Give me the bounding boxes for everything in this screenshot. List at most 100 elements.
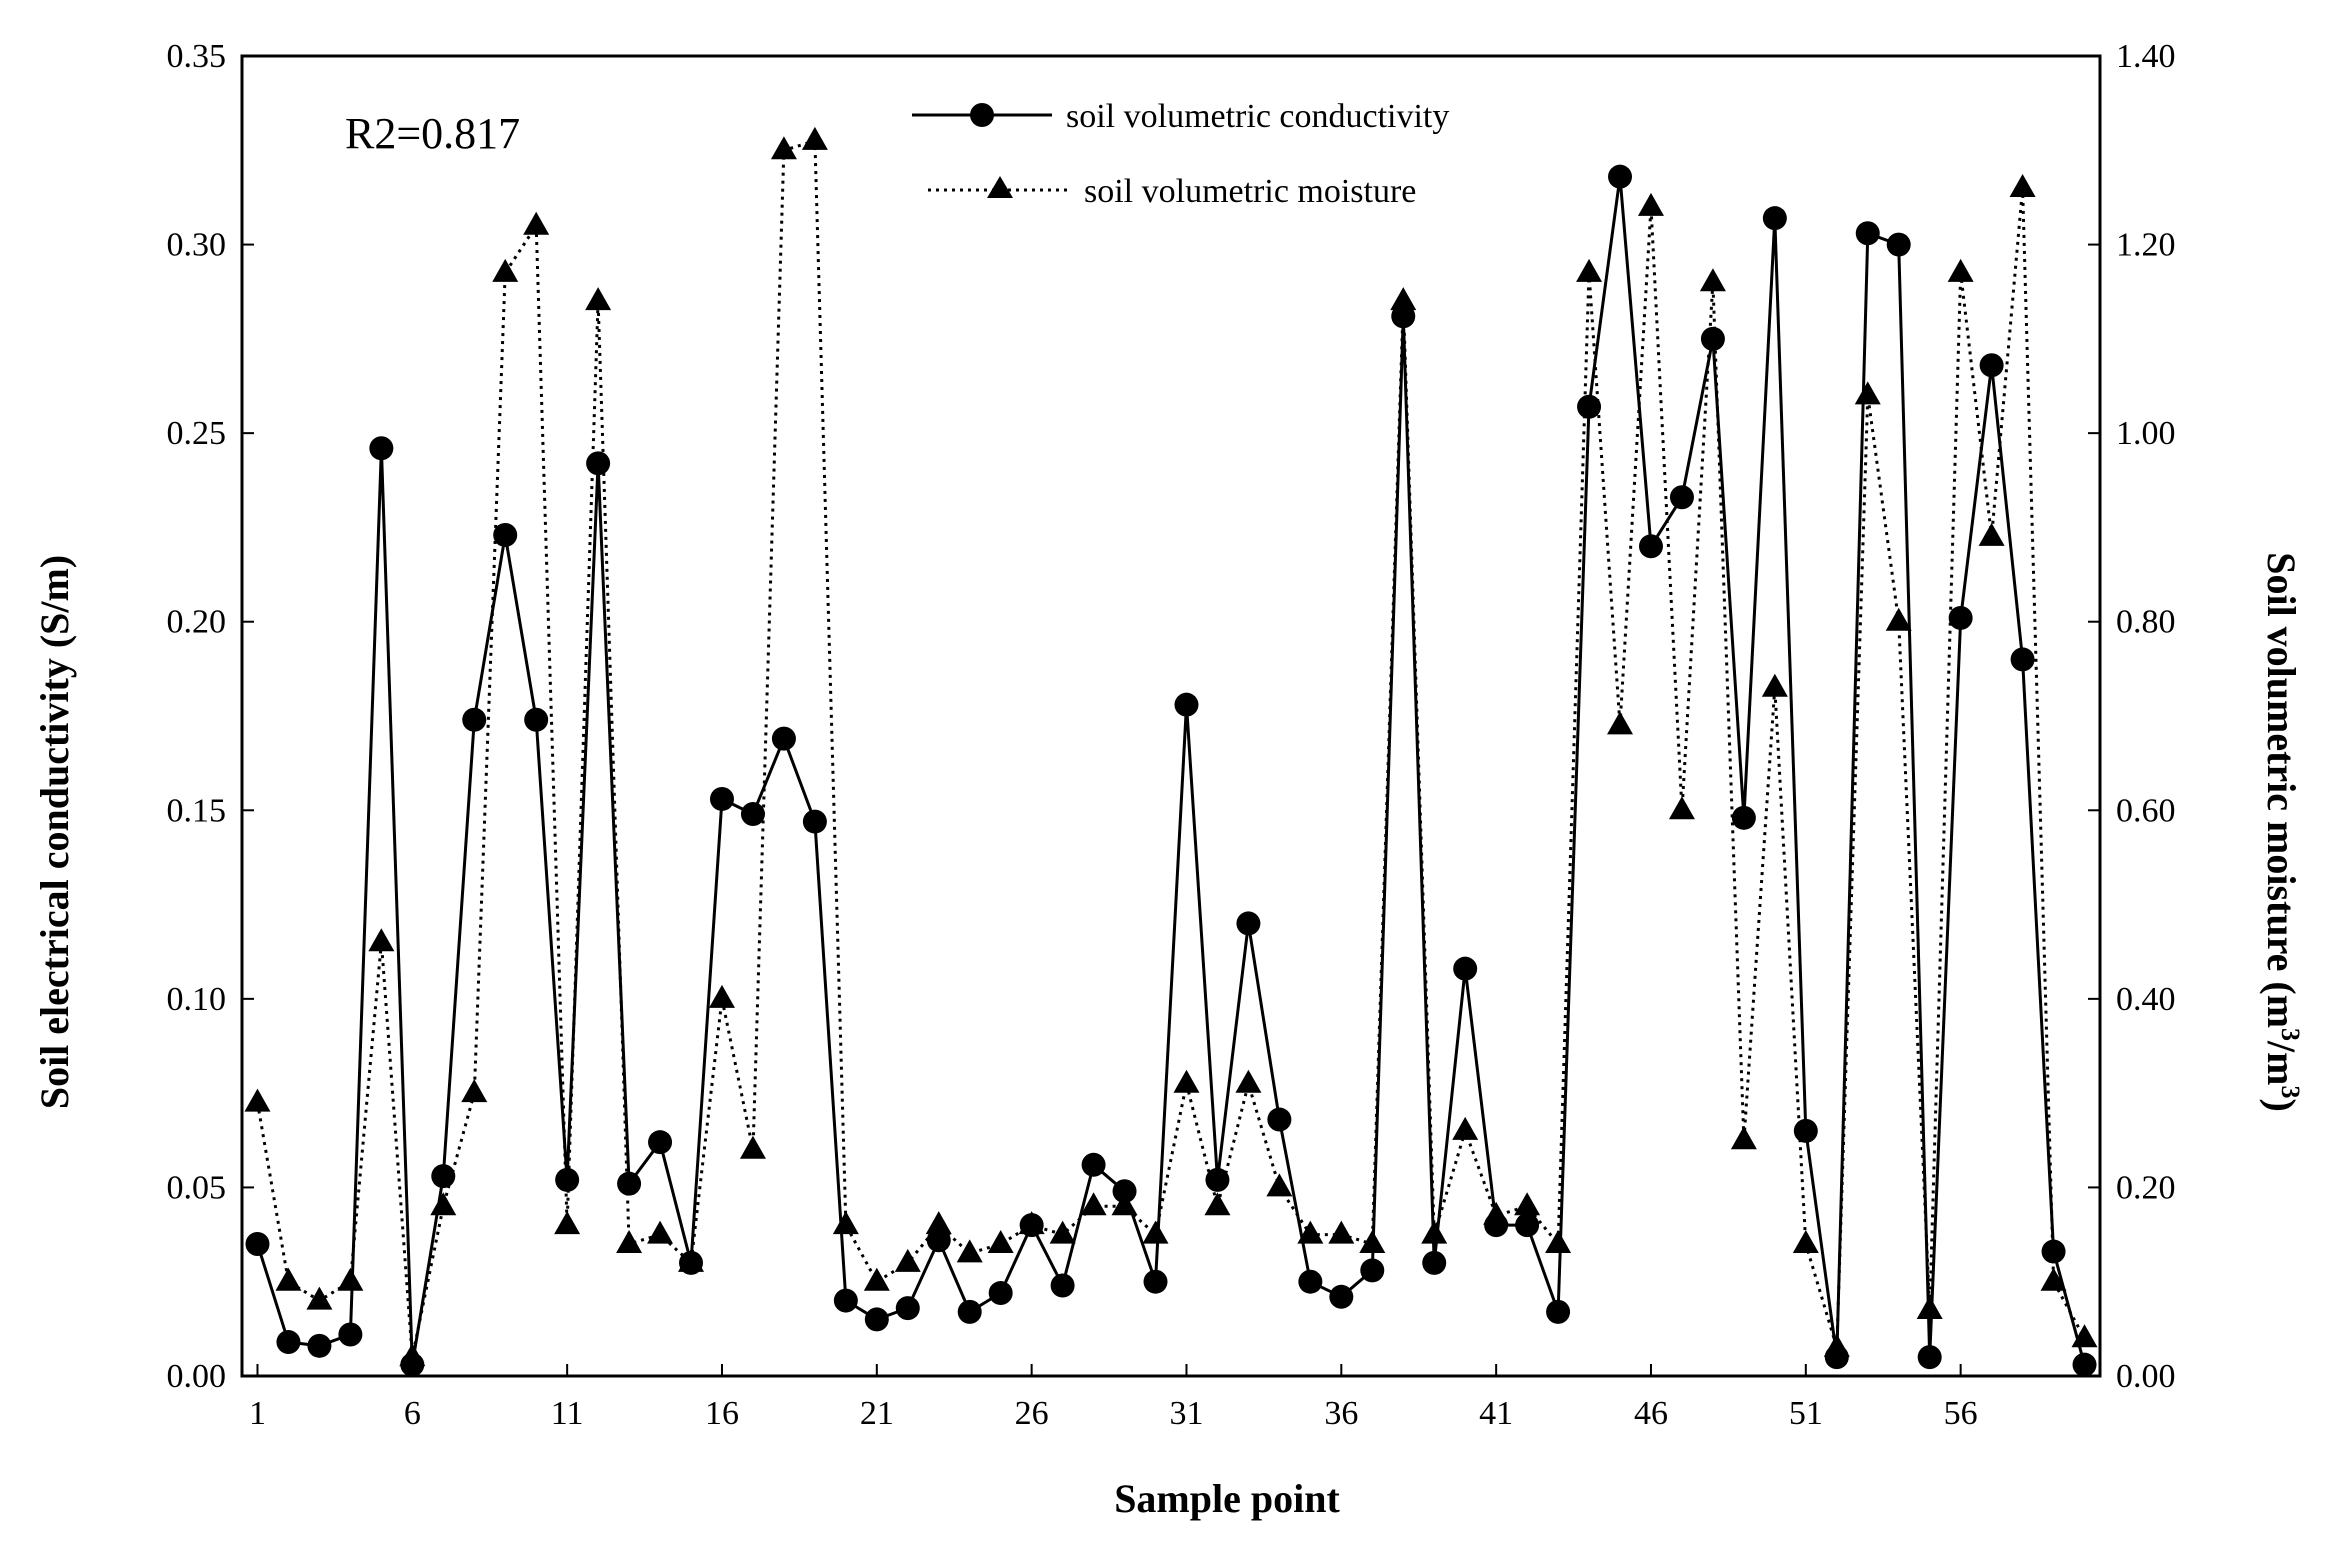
moisture-point — [987, 1230, 1014, 1253]
conductivity-point — [1360, 1258, 1385, 1283]
moisture-point — [554, 1211, 581, 1235]
conductivity-point — [1608, 164, 1633, 189]
conductivity-point — [369, 436, 394, 461]
conductivity-point — [1422, 1250, 1447, 1275]
moisture-point — [1545, 1230, 1572, 1253]
conductivity-point — [462, 707, 487, 732]
moisture-point — [708, 984, 735, 1008]
conductivity-point — [245, 1232, 270, 1256]
moisture-point — [492, 258, 519, 282]
moisture-point — [1421, 1220, 1448, 1244]
conductivity-point — [1143, 1269, 1168, 1294]
y-right-tick-label: 1.20 — [2116, 227, 2176, 264]
y-right-title-part-2: /m — [2259, 1040, 2304, 1085]
moisture-point — [1730, 1126, 1757, 1150]
moisture-point — [2009, 174, 2036, 197]
conductivity-point — [1669, 485, 1694, 510]
moisture-point — [1266, 1173, 1293, 1197]
moisture-point — [275, 1267, 302, 1291]
conductivity-point — [740, 802, 765, 827]
moisture-point — [925, 1211, 952, 1235]
moisture-point — [1297, 1220, 1324, 1244]
moisture-point — [1576, 258, 1603, 282]
conductivity-point — [1855, 221, 1880, 246]
conductivity-point — [988, 1281, 1013, 1306]
x-tick-label: 46 — [1634, 1395, 1668, 1432]
x-tick-label: 31 — [1169, 1395, 1203, 1432]
conductivity-point — [1453, 956, 1478, 981]
plot-area-border — [240, 54, 2102, 1378]
x-tick-label: 21 — [860, 1395, 894, 1432]
y-left-tick-label: 0.05 — [167, 1169, 227, 1206]
series-layer — [244, 126, 2098, 1377]
conductivity-point — [802, 809, 827, 834]
conductivity-point — [1762, 206, 1787, 231]
conductivity-point — [1700, 326, 1725, 351]
conductivity-point — [1112, 1179, 1137, 1204]
conductivity-point — [617, 1171, 642, 1196]
conductivity-point — [648, 1130, 673, 1155]
conductivity-point — [431, 1164, 456, 1189]
x-tick-label: 26 — [1015, 1395, 1049, 1432]
plot-frame — [240, 54, 2102, 1378]
y-left-tick-label: 0.30 — [167, 227, 227, 264]
x-tick-label: 1 — [249, 1395, 266, 1432]
moisture-point — [1049, 1220, 1076, 1244]
moisture-point — [1607, 711, 1634, 735]
legend-marker-moisture — [987, 176, 1013, 198]
conductivity-point — [833, 1288, 858, 1313]
conductivity-point — [771, 726, 796, 751]
r2-annotation: R2=0.817 — [345, 109, 520, 158]
x-tick-label: 51 — [1789, 1395, 1823, 1432]
conductivity-point — [1546, 1299, 1571, 1324]
moisture-point — [1235, 1069, 1262, 1093]
conductivity-point — [493, 522, 518, 547]
y-right-tick-label: 0.00 — [2116, 1358, 2176, 1395]
y-axis-left-title: Soil electrical conductivity (S/m) — [32, 555, 77, 1109]
conductivity-point — [586, 451, 611, 476]
moisture-series-line — [256, 139, 2086, 1359]
moisture-point — [461, 1079, 488, 1103]
moisture-point — [1978, 522, 2005, 546]
conductivity-point — [1329, 1284, 1354, 1309]
moisture-point — [863, 1267, 890, 1291]
conductivity-series-line — [256, 175, 2086, 1367]
moisture-point — [1204, 1192, 1231, 1216]
y-right-title-part-1: Soil volumetric moisture (m — [2259, 552, 2304, 1028]
moisture-point — [1854, 381, 1881, 405]
moisture-point — [1452, 1116, 1479, 1140]
conductivity-point — [1267, 1107, 1292, 1132]
conductivity-point — [1298, 1269, 1323, 1294]
moisture-point — [585, 287, 612, 311]
moisture-point — [1947, 258, 1974, 282]
moisture-point — [1328, 1220, 1355, 1244]
moisture-point — [801, 126, 828, 150]
conductivity-point — [2010, 647, 2035, 672]
moisture-point — [306, 1286, 333, 1310]
x-tick-label: 41 — [1479, 1395, 1513, 1432]
conductivity-point — [1050, 1273, 1075, 1298]
moisture-point — [739, 1135, 766, 1159]
y-right-tick-label: 0.40 — [2116, 981, 2176, 1018]
y-right-tick-label: 0.60 — [2116, 792, 2176, 829]
y-left-tick-label: 0.35 — [167, 38, 227, 75]
moisture-point — [337, 1267, 364, 1291]
conductivity-point — [1515, 1213, 1540, 1238]
conductivity-point — [524, 707, 549, 732]
moisture-point — [678, 1248, 705, 1272]
y-left-tick-label: 0.00 — [167, 1358, 227, 1395]
conductivity-point — [1793, 1118, 1818, 1143]
moisture-point — [523, 211, 550, 235]
conductivity-point — [864, 1307, 889, 1332]
moisture-point — [368, 928, 395, 952]
moisture-point — [894, 1248, 921, 1272]
x-tick-label: 56 — [1944, 1395, 1978, 1432]
moisture-point — [956, 1239, 983, 1263]
moisture-point — [1699, 268, 1726, 292]
x-tick-label: 11 — [551, 1395, 584, 1432]
moisture-point — [770, 136, 797, 160]
y-right-title-part-3: ) — [2259, 1098, 2304, 1111]
moisture-point — [1885, 607, 1912, 631]
